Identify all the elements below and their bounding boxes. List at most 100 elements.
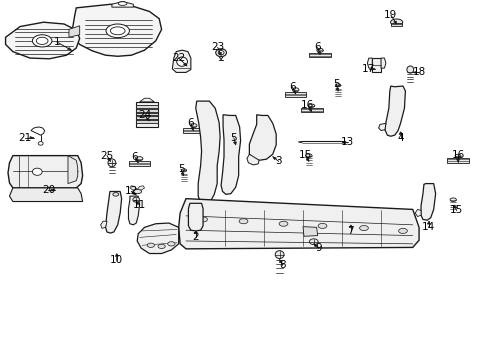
- Polygon shape: [398, 132, 401, 134]
- Polygon shape: [317, 51, 320, 54]
- Polygon shape: [30, 136, 34, 139]
- Text: 15: 15: [449, 206, 462, 216]
- Ellipse shape: [133, 197, 140, 202]
- Polygon shape: [390, 23, 402, 26]
- Text: 2: 2: [192, 232, 199, 242]
- Polygon shape: [101, 221, 107, 228]
- Ellipse shape: [449, 198, 455, 202]
- Polygon shape: [335, 88, 338, 91]
- Polygon shape: [195, 202, 217, 218]
- Polygon shape: [178, 199, 418, 249]
- Polygon shape: [309, 53, 330, 58]
- Text: 17: 17: [362, 64, 375, 74]
- Polygon shape: [137, 186, 144, 190]
- Polygon shape: [393, 21, 396, 24]
- Polygon shape: [145, 118, 149, 121]
- Polygon shape: [136, 102, 158, 127]
- Ellipse shape: [167, 242, 175, 246]
- Polygon shape: [51, 189, 55, 191]
- Text: 19: 19: [384, 10, 397, 20]
- Polygon shape: [366, 58, 371, 68]
- Ellipse shape: [32, 35, 52, 47]
- Polygon shape: [136, 113, 158, 116]
- Ellipse shape: [147, 243, 154, 247]
- Ellipse shape: [113, 193, 119, 196]
- Text: 5: 5: [332, 79, 339, 89]
- Polygon shape: [414, 210, 420, 217]
- Polygon shape: [370, 68, 374, 70]
- Text: 14: 14: [421, 222, 434, 232]
- Ellipse shape: [308, 104, 314, 107]
- Ellipse shape: [106, 24, 129, 38]
- Polygon shape: [136, 202, 140, 204]
- Ellipse shape: [316, 48, 323, 52]
- Polygon shape: [181, 173, 183, 176]
- Polygon shape: [172, 50, 190, 72]
- Polygon shape: [301, 108, 322, 112]
- Ellipse shape: [198, 217, 207, 222]
- Polygon shape: [298, 141, 302, 143]
- Polygon shape: [5, 22, 80, 59]
- Ellipse shape: [158, 244, 165, 248]
- Ellipse shape: [279, 221, 287, 226]
- Text: 3: 3: [275, 156, 282, 166]
- Polygon shape: [453, 205, 456, 208]
- Ellipse shape: [305, 154, 311, 157]
- Polygon shape: [135, 160, 138, 163]
- Ellipse shape: [335, 84, 340, 87]
- Text: 6: 6: [288, 82, 295, 92]
- Ellipse shape: [275, 251, 284, 258]
- Polygon shape: [136, 120, 158, 123]
- Ellipse shape: [406, 66, 413, 73]
- Polygon shape: [132, 192, 136, 195]
- Polygon shape: [136, 105, 158, 108]
- Polygon shape: [313, 244, 317, 247]
- Text: 6: 6: [314, 42, 320, 52]
- Polygon shape: [384, 86, 405, 136]
- Ellipse shape: [108, 159, 116, 167]
- Text: 11: 11: [133, 200, 146, 210]
- Text: 24: 24: [138, 111, 151, 121]
- Polygon shape: [183, 63, 186, 66]
- Text: 6: 6: [131, 152, 138, 162]
- Ellipse shape: [359, 226, 367, 230]
- Polygon shape: [136, 109, 158, 112]
- Ellipse shape: [176, 57, 187, 66]
- Polygon shape: [233, 142, 236, 145]
- Ellipse shape: [309, 239, 318, 244]
- Text: 7: 7: [347, 226, 353, 236]
- Text: 22: 22: [172, 53, 185, 63]
- Polygon shape: [194, 231, 197, 234]
- Text: 10: 10: [110, 255, 123, 265]
- Polygon shape: [348, 225, 352, 228]
- Polygon shape: [8, 156, 82, 188]
- Polygon shape: [272, 157, 276, 159]
- Text: 8: 8: [279, 260, 285, 270]
- Polygon shape: [285, 92, 306, 97]
- Ellipse shape: [181, 169, 186, 172]
- Polygon shape: [371, 58, 380, 72]
- Polygon shape: [129, 161, 150, 166]
- Text: 16: 16: [450, 150, 464, 160]
- Text: 23: 23: [211, 42, 224, 52]
- Polygon shape: [136, 116, 158, 119]
- Polygon shape: [190, 127, 193, 131]
- Ellipse shape: [233, 138, 238, 140]
- Ellipse shape: [239, 219, 247, 224]
- Polygon shape: [73, 4, 161, 56]
- Text: 20: 20: [42, 185, 55, 195]
- Ellipse shape: [390, 19, 402, 26]
- Text: 5: 5: [230, 133, 237, 143]
- Text: 4: 4: [396, 133, 403, 143]
- Text: 5: 5: [178, 164, 184, 174]
- Text: 21: 21: [19, 133, 32, 143]
- Polygon shape: [112, 1, 133, 7]
- Polygon shape: [221, 115, 240, 194]
- Polygon shape: [68, 156, 78, 184]
- Polygon shape: [128, 196, 140, 225]
- Polygon shape: [303, 226, 317, 236]
- Text: 6: 6: [187, 118, 194, 128]
- Ellipse shape: [215, 49, 226, 57]
- Polygon shape: [67, 48, 71, 50]
- Polygon shape: [249, 115, 276, 160]
